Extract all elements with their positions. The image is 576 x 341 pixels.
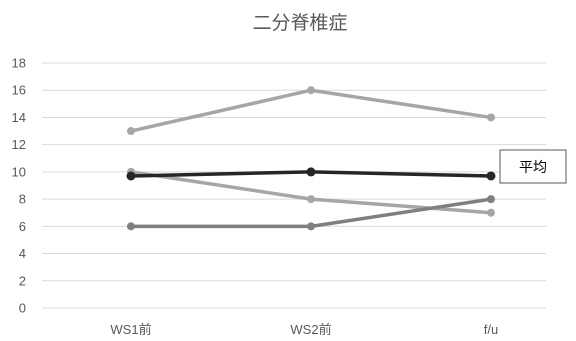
y-tick-label: 0 <box>19 301 26 316</box>
y-tick-label: 8 <box>19 192 26 207</box>
average-callout-label: 平均 <box>519 160 547 176</box>
y-tick-label: 12 <box>12 137 26 152</box>
series-line <box>131 199 491 226</box>
y-tick-label: 14 <box>12 110 26 125</box>
y-tick-label: 6 <box>19 219 26 234</box>
chart-title: 二分脊椎症 <box>252 12 347 34</box>
data-point <box>307 86 315 94</box>
data-point <box>487 209 495 217</box>
y-axis-ticks: 0 2 4 6 8 10 12 14 16 18 <box>12 56 26 316</box>
x-tick-label: WS1前 <box>110 322 151 337</box>
data-point <box>487 195 495 203</box>
data-point <box>487 113 495 121</box>
x-axis-ticks: WS1前 WS2前 f/u <box>110 322 498 337</box>
gridlines <box>42 63 546 308</box>
data-point <box>307 222 315 230</box>
series-group <box>127 86 496 230</box>
series-1 <box>127 86 495 135</box>
average-callout: 平均 <box>500 150 566 183</box>
data-point <box>127 127 135 135</box>
x-tick-label: f/u <box>484 322 498 337</box>
data-point <box>127 171 136 180</box>
data-point <box>487 171 496 180</box>
data-point <box>307 167 316 176</box>
series-line <box>131 90 491 131</box>
y-tick-label: 18 <box>12 56 26 71</box>
data-point <box>127 222 135 230</box>
y-tick-label: 2 <box>19 273 26 288</box>
y-tick-label: 16 <box>12 83 26 98</box>
y-tick-label: 10 <box>12 164 26 179</box>
data-point <box>307 195 315 203</box>
y-tick-label: 4 <box>19 246 26 261</box>
x-tick-label: WS2前 <box>290 322 331 337</box>
